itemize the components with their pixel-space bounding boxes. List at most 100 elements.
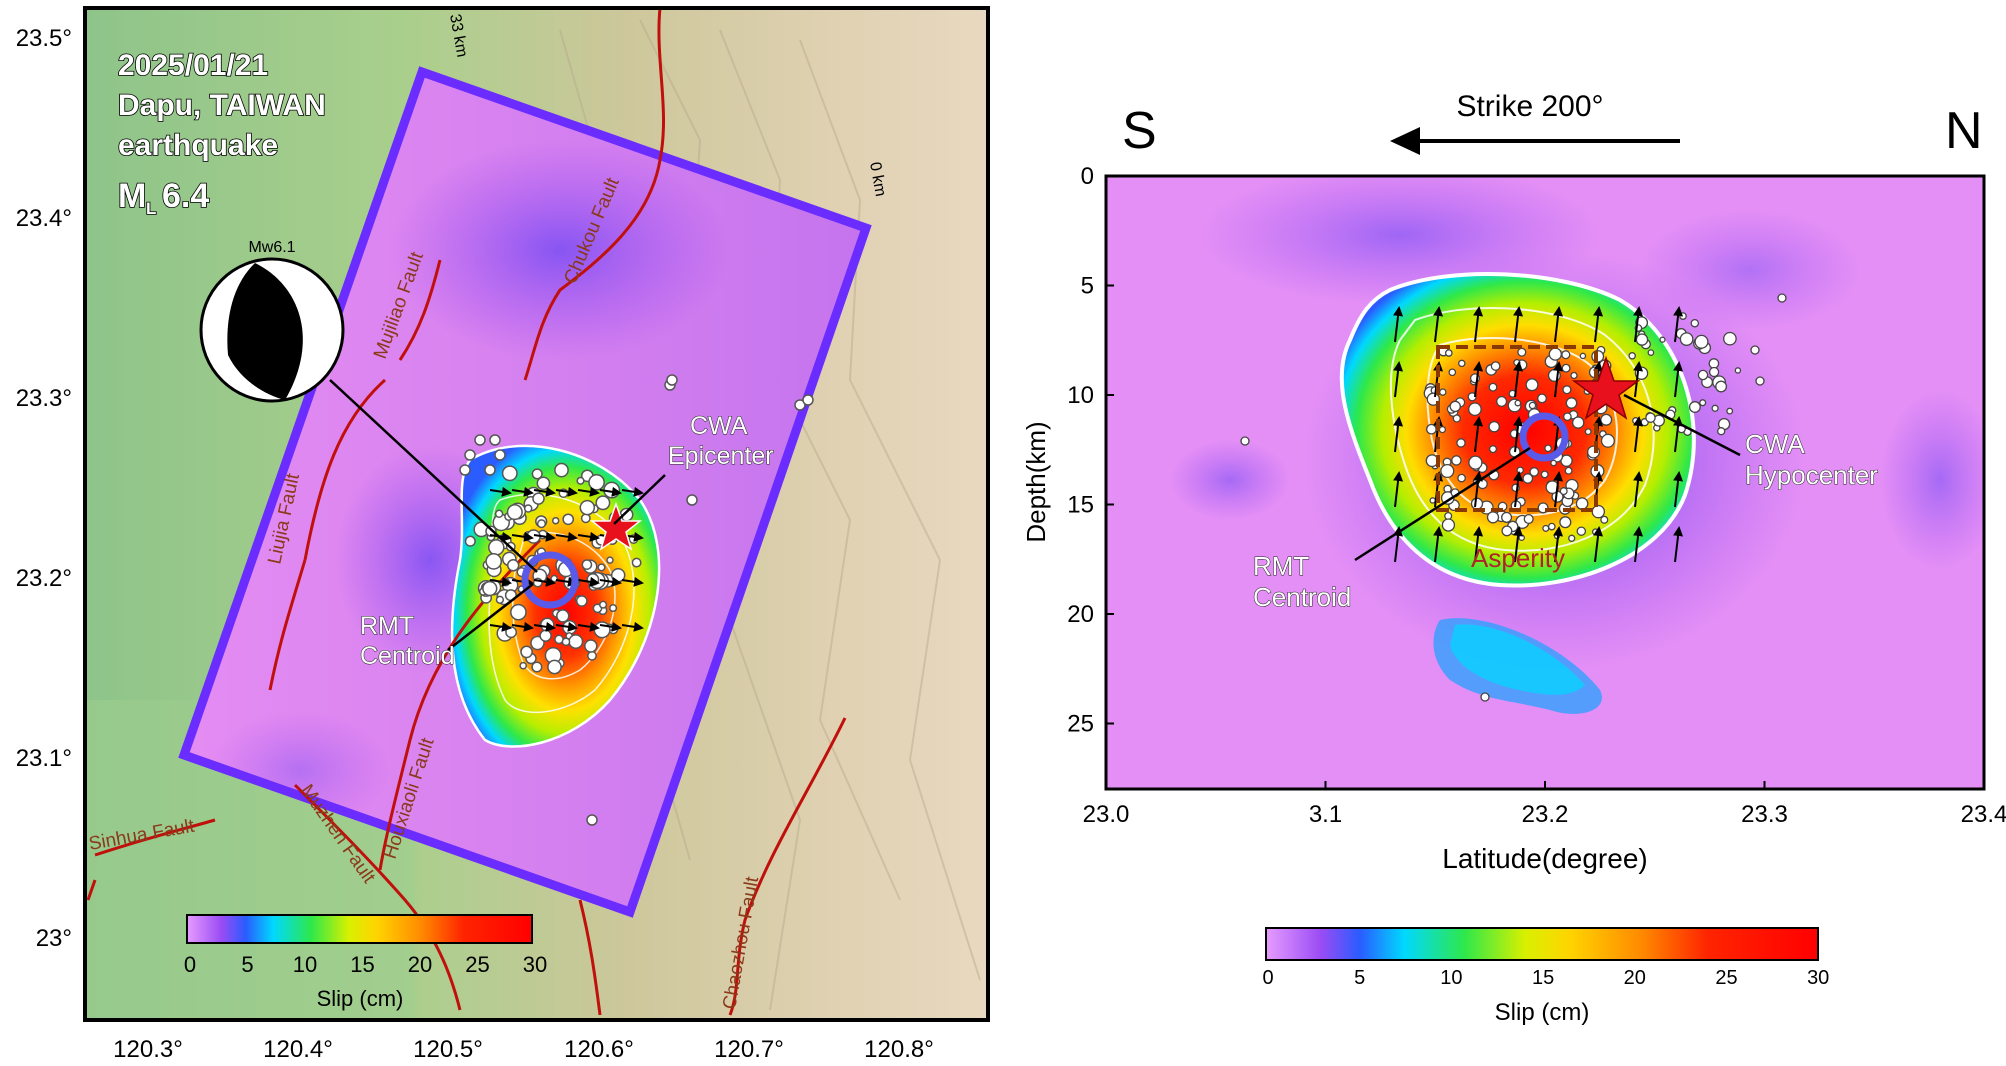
slip-vector bbox=[1633, 471, 1644, 508]
slip-vector bbox=[1513, 416, 1524, 453]
aftershock-dot bbox=[464, 535, 476, 547]
magnitude-prefix: M bbox=[118, 177, 146, 215]
cwa-epicenter-star bbox=[589, 501, 643, 551]
latitude-tick-label-right: 3.1 bbox=[1309, 801, 1342, 828]
colorbar-tick-label-right: 15 bbox=[1532, 967, 1554, 989]
latitude-tick-label: 23.4° bbox=[16, 205, 72, 232]
slip-vector bbox=[1553, 471, 1564, 508]
aftershock-dot bbox=[506, 559, 520, 572]
aftershock-dot bbox=[494, 449, 506, 461]
hypocenter-dot bbox=[1571, 416, 1585, 429]
slip-vector bbox=[1513, 526, 1524, 563]
latitude-tick-label: 23.1° bbox=[16, 745, 72, 772]
hypocenter-dot bbox=[1429, 497, 1436, 504]
slip-vector bbox=[1393, 471, 1404, 508]
aftershock-dot bbox=[561, 637, 571, 647]
colorbar-tick-label: 20 bbox=[408, 952, 432, 977]
slip-vector bbox=[511, 486, 534, 497]
hypocenter-dot bbox=[1456, 438, 1466, 448]
hypocenter-dot bbox=[1565, 397, 1578, 409]
hypocenter-dot bbox=[1579, 352, 1587, 360]
slip-vector bbox=[1553, 526, 1564, 563]
slip-vector bbox=[1633, 361, 1644, 398]
aftershock-dot bbox=[459, 464, 471, 476]
longitude-tick-label: 120.5° bbox=[413, 1036, 483, 1063]
hypocenter-dot bbox=[1490, 361, 1501, 371]
map-title-line3: earthquake bbox=[118, 129, 278, 162]
colorbar-tick-label-right: 5 bbox=[1354, 967, 1365, 989]
depth-tick-label: 10 bbox=[1067, 382, 1094, 409]
colorbar-tick-label-right: 10 bbox=[1440, 967, 1462, 989]
depth-tick-label: 25 bbox=[1067, 711, 1094, 738]
slip-vector bbox=[1513, 471, 1524, 508]
hypocenter-dot bbox=[1659, 336, 1666, 343]
hypocenter-dot bbox=[1568, 534, 1576, 542]
aftershock-dot bbox=[489, 434, 501, 446]
hypocenter-dot bbox=[1444, 349, 1453, 357]
hypocenter-dot bbox=[1516, 466, 1524, 474]
slip-vector bbox=[1473, 306, 1484, 343]
slip-vector bbox=[555, 621, 578, 632]
aftershock-dot bbox=[510, 603, 527, 621]
cwa-hypocenter-star bbox=[1571, 355, 1641, 420]
hypocenter-dot bbox=[1708, 358, 1720, 369]
slip-vector bbox=[1393, 361, 1404, 398]
hypocenter-dot bbox=[1708, 366, 1720, 378]
rmt-centroid-marker-right bbox=[1519, 412, 1569, 462]
hypocenter-dot bbox=[1488, 382, 1498, 392]
aftershock-dot bbox=[609, 604, 618, 613]
slip-vector bbox=[599, 486, 622, 497]
hypocenter-dot bbox=[1468, 402, 1482, 417]
slip-vector bbox=[599, 621, 622, 632]
aftershock-dot bbox=[666, 374, 678, 386]
rmt-label-line1: RMT bbox=[1253, 551, 1309, 581]
slip-vector bbox=[1473, 526, 1484, 563]
hypocenter-dot bbox=[1563, 412, 1572, 422]
right-colorbar-label: Slip (cm) bbox=[1495, 999, 1590, 1026]
hypocenter-dot bbox=[1559, 487, 1568, 496]
aftershock-dot bbox=[531, 661, 543, 673]
latitude-tick-label-right: 23.4 bbox=[1961, 801, 2006, 828]
longitude-tick-label: 120.3° bbox=[113, 1036, 183, 1063]
aftershock-dot bbox=[531, 468, 543, 480]
terrain-basemap: Mw6.1 Mujiliao Fault Chukou Fault Liujia… bbox=[85, 8, 988, 1020]
aftershock-dot bbox=[523, 504, 533, 513]
hypocenter-dot bbox=[1517, 347, 1527, 357]
latitude-tick-label-right: 23.0 bbox=[1083, 801, 1130, 828]
aftershock-dot bbox=[579, 499, 596, 516]
centroid-label-line1: RMT bbox=[360, 612, 414, 640]
slip-vector bbox=[555, 486, 578, 497]
hypocenter-dot bbox=[1697, 369, 1709, 381]
longitude-tick-label: 120.4° bbox=[263, 1036, 333, 1063]
latitude-ticks: 23.5° 23.4° 23.3° 23.2° 23.1° 23° bbox=[16, 25, 72, 952]
hypocenter-dot bbox=[1449, 400, 1461, 413]
aftershock-dot bbox=[606, 556, 614, 564]
aftershock-dot bbox=[599, 600, 608, 609]
slip-vector bbox=[1473, 361, 1484, 398]
slip-vector bbox=[489, 576, 512, 587]
aftershock-dot bbox=[506, 504, 523, 521]
slip-vector bbox=[621, 576, 644, 587]
aftershock-dot bbox=[551, 516, 560, 525]
hypocenter-dot bbox=[1523, 513, 1534, 525]
hypocenter-dot bbox=[1699, 399, 1707, 407]
hypocenter-dot bbox=[1457, 473, 1466, 483]
slip-vector bbox=[1553, 361, 1564, 398]
hypocenter-dot bbox=[1694, 334, 1709, 349]
aftershock-dot bbox=[794, 399, 806, 411]
hypocenter-dot bbox=[1440, 463, 1455, 479]
latitude-tick-label: 23.3° bbox=[16, 385, 72, 412]
slip-vector bbox=[577, 486, 600, 497]
hypocenter-dot bbox=[1470, 497, 1484, 510]
hypocenter-dot bbox=[1645, 412, 1656, 423]
hypocenter-dot bbox=[1723, 331, 1737, 346]
hypocenter-dot bbox=[1545, 480, 1560, 495]
aftershock-dot bbox=[482, 580, 498, 597]
aftershock-dot bbox=[474, 434, 486, 446]
slip-vector bbox=[489, 486, 512, 497]
aftershock-dot bbox=[587, 650, 597, 661]
hypocenter-dot bbox=[1439, 388, 1447, 396]
hypocenter-dot bbox=[1628, 352, 1636, 360]
aftershock-dot bbox=[519, 661, 528, 670]
slip-vector bbox=[533, 486, 556, 497]
